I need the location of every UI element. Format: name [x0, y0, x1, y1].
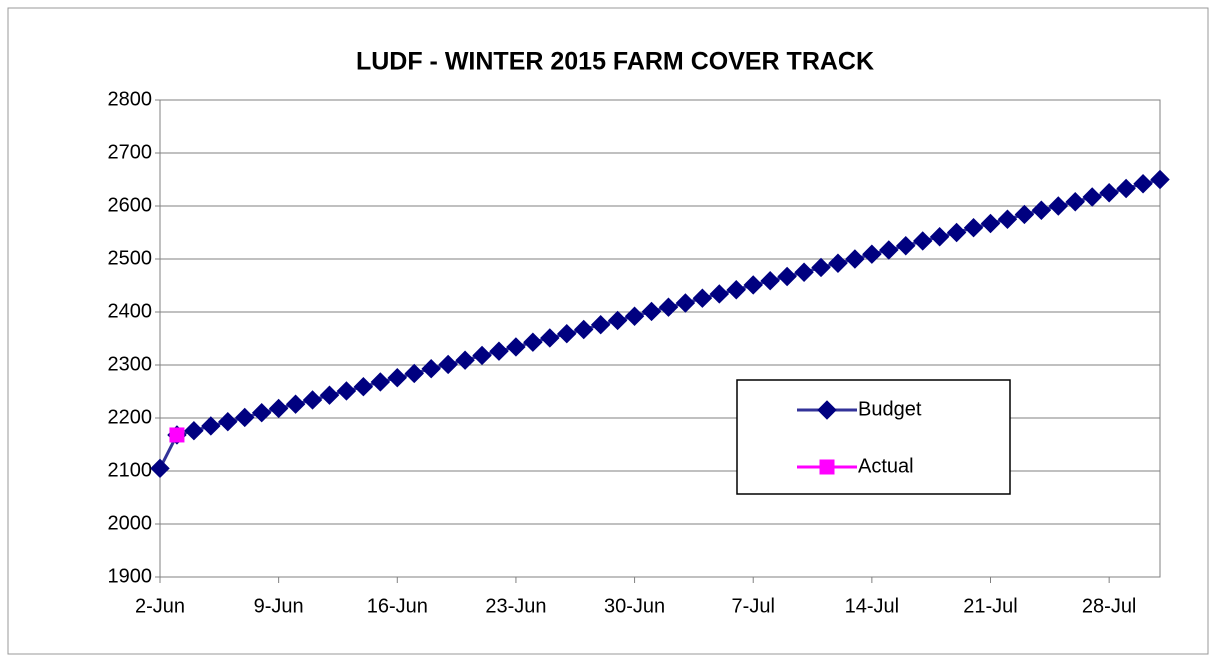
data-point — [997, 209, 1018, 229]
data-point — [353, 377, 374, 397]
y-tick-label: 2200 — [108, 406, 153, 428]
y-tick-label: 2100 — [108, 459, 153, 481]
x-tick-label: 16-Jun — [367, 595, 428, 617]
data-point — [1133, 174, 1153, 194]
data-point — [268, 398, 289, 419]
data-point — [235, 407, 255, 428]
legend-box — [736, 379, 1011, 495]
data-point — [574, 319, 594, 340]
data-point — [506, 337, 526, 357]
data-point — [675, 293, 696, 313]
data-point — [251, 402, 272, 423]
chart-title: LUDF - WINTER 2015 FARM COVER TRACK — [356, 48, 874, 76]
data-point — [709, 284, 730, 304]
data-point — [913, 231, 933, 251]
x-tick-label: 14-Jul — [845, 595, 899, 617]
x-tick-label: 21-Jul — [963, 595, 1017, 617]
y-tick-label: 2800 — [108, 88, 153, 110]
x-tick-label: 28-Jul — [1082, 595, 1136, 617]
data-point — [302, 390, 323, 410]
legend-label: Actual — [858, 455, 914, 477]
data-point — [1082, 187, 1102, 207]
x-tick-label: 2-Jun — [135, 595, 185, 617]
data-point — [201, 416, 221, 436]
data-point — [1065, 192, 1085, 212]
data-point — [218, 412, 238, 432]
data-point — [929, 227, 950, 247]
data-point — [896, 236, 916, 256]
x-tick-label: 9-Jun — [254, 595, 304, 617]
legend-label: Budget — [858, 398, 922, 420]
data-point — [472, 345, 492, 366]
y-tick-label: 2700 — [108, 141, 153, 163]
data-point — [590, 315, 611, 335]
y-tick-label: 1900 — [108, 565, 153, 587]
data-point — [658, 297, 679, 317]
legend-marker — [817, 400, 837, 420]
y-tick-label: 2000 — [108, 512, 153, 534]
y-tick-label: 2400 — [108, 300, 153, 322]
data-point — [1048, 196, 1069, 216]
data-point — [184, 421, 204, 441]
data-point — [794, 262, 814, 282]
legend-marker — [819, 459, 835, 475]
data-point — [607, 310, 628, 331]
data-point — [421, 359, 441, 379]
data-point — [150, 458, 170, 479]
data-point — [692, 288, 713, 308]
data-point — [404, 363, 424, 384]
data-point — [946, 222, 967, 243]
data-point — [1014, 204, 1035, 225]
data-point — [641, 301, 662, 322]
y-tick-label: 2500 — [108, 247, 153, 269]
data-point — [760, 271, 780, 291]
data-point — [557, 324, 577, 344]
y-tick-label: 2300 — [108, 353, 153, 375]
data-point — [336, 381, 357, 401]
data-point — [1031, 200, 1052, 220]
data-point — [169, 427, 185, 443]
x-tick-label: 30-Jun — [604, 595, 665, 617]
data-point — [489, 341, 509, 361]
data-point — [540, 328, 560, 348]
data-point — [455, 350, 475, 370]
data-point — [1099, 183, 1119, 203]
data-point — [726, 280, 746, 300]
plot-area — [159, 99, 1161, 578]
data-point — [811, 257, 831, 278]
x-tick-label: 23-Jun — [485, 595, 546, 617]
data-point — [879, 240, 899, 260]
data-point — [624, 306, 645, 326]
data-point — [963, 218, 984, 238]
data-point — [387, 368, 407, 388]
data-point — [285, 394, 306, 414]
data-point — [438, 354, 458, 375]
data-point — [980, 213, 1001, 234]
data-point — [862, 244, 882, 264]
data-point — [1150, 169, 1170, 190]
data-point — [777, 266, 797, 287]
y-tick-label: 2600 — [108, 194, 153, 216]
data-point — [523, 332, 543, 352]
data-point — [845, 249, 865, 269]
data-point — [743, 275, 763, 295]
data-point — [319, 385, 340, 405]
x-tick-label: 7-Jul — [732, 595, 775, 617]
data-point — [370, 372, 391, 392]
data-point — [1116, 178, 1136, 199]
data-point — [828, 253, 848, 273]
